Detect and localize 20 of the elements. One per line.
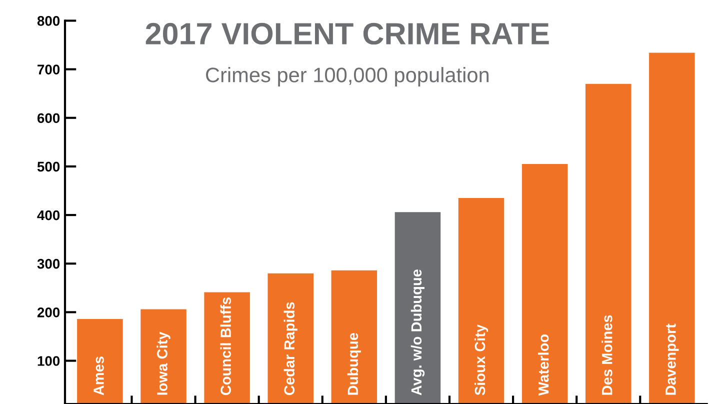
x-tick-label: Dubuque: [347, 332, 361, 395]
y-tick-label: 300: [37, 258, 60, 269]
y-tick-label: 400: [37, 210, 60, 220]
y-tick-label: 800: [37, 16, 60, 26]
x-tick-label: Sioux City: [474, 324, 488, 396]
x-tick-label: Waterloo: [538, 334, 549, 396]
y-tick-label: 600: [37, 113, 60, 124]
text: Crimes per 100,000 population: [206, 67, 489, 86]
x-tick-label: Cedar Rapids: [284, 302, 298, 396]
y-tick-label: 100: [38, 356, 60, 366]
x-tick-label: Des Moines: [602, 315, 612, 395]
y-tick-label: 200: [37, 308, 60, 318]
x-tick-label: Council Bluffs: [220, 297, 231, 396]
y-tick-label: 500: [37, 162, 60, 172]
chart-title: 2017 VIOLENT CRIME RATE: [146, 22, 549, 45]
x-tick-label: Davenport: [666, 324, 679, 395]
x-tick-label: Iowa City: [156, 332, 170, 395]
y-tick-label: 700: [38, 64, 60, 74]
x-tick-label: Avg. w/o Dubuque: [410, 270, 425, 396]
x-tick-label: Ames: [94, 356, 104, 396]
